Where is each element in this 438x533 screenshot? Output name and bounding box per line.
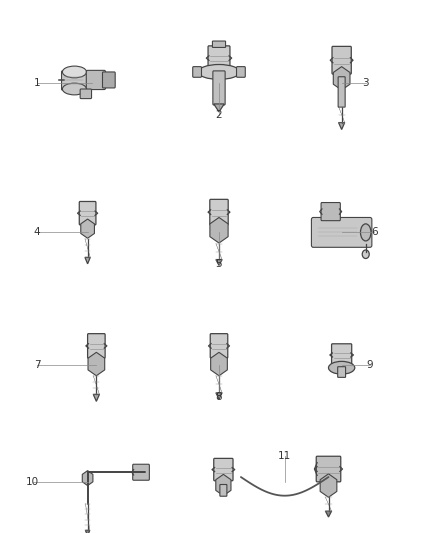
Polygon shape (216, 393, 222, 399)
FancyBboxPatch shape (61, 71, 87, 90)
Circle shape (362, 250, 369, 259)
FancyBboxPatch shape (316, 456, 341, 482)
FancyBboxPatch shape (214, 458, 233, 481)
Ellipse shape (198, 64, 240, 79)
FancyBboxPatch shape (332, 344, 352, 366)
Text: 9: 9 (367, 360, 374, 370)
Polygon shape (82, 471, 93, 486)
FancyBboxPatch shape (79, 201, 96, 225)
Polygon shape (85, 257, 90, 264)
FancyBboxPatch shape (338, 367, 346, 377)
FancyBboxPatch shape (102, 72, 115, 88)
Ellipse shape (360, 224, 371, 241)
Polygon shape (333, 67, 350, 90)
Text: 1: 1 (34, 78, 41, 87)
FancyBboxPatch shape (193, 67, 201, 77)
FancyBboxPatch shape (220, 484, 227, 496)
FancyBboxPatch shape (86, 70, 106, 90)
FancyBboxPatch shape (212, 41, 226, 47)
Polygon shape (88, 352, 105, 376)
Text: 4: 4 (34, 227, 41, 237)
Polygon shape (211, 352, 227, 376)
FancyBboxPatch shape (321, 203, 340, 221)
FancyBboxPatch shape (133, 464, 149, 480)
FancyBboxPatch shape (88, 334, 105, 358)
FancyBboxPatch shape (332, 46, 351, 74)
FancyBboxPatch shape (237, 67, 245, 77)
Text: 10: 10 (26, 478, 39, 487)
FancyBboxPatch shape (208, 46, 230, 70)
FancyBboxPatch shape (338, 77, 345, 107)
Ellipse shape (62, 83, 86, 95)
Polygon shape (216, 260, 222, 265)
Polygon shape (325, 511, 332, 517)
Polygon shape (210, 217, 228, 243)
Polygon shape (81, 219, 95, 238)
Polygon shape (216, 474, 231, 496)
Text: 8: 8 (215, 392, 223, 402)
Text: 7: 7 (34, 360, 41, 370)
Polygon shape (85, 530, 90, 533)
Ellipse shape (62, 66, 86, 78)
Text: 3: 3 (362, 78, 369, 87)
Text: 5: 5 (215, 259, 223, 269)
Polygon shape (339, 123, 345, 130)
FancyBboxPatch shape (80, 89, 92, 99)
Text: 11: 11 (278, 451, 291, 461)
Polygon shape (320, 474, 337, 497)
Ellipse shape (328, 361, 355, 374)
FancyBboxPatch shape (210, 334, 228, 358)
Polygon shape (93, 394, 99, 401)
Text: 6: 6 (371, 227, 378, 237)
FancyBboxPatch shape (210, 199, 228, 225)
FancyBboxPatch shape (311, 217, 372, 247)
Polygon shape (214, 104, 224, 112)
FancyBboxPatch shape (213, 71, 225, 105)
Text: 2: 2 (215, 110, 223, 119)
